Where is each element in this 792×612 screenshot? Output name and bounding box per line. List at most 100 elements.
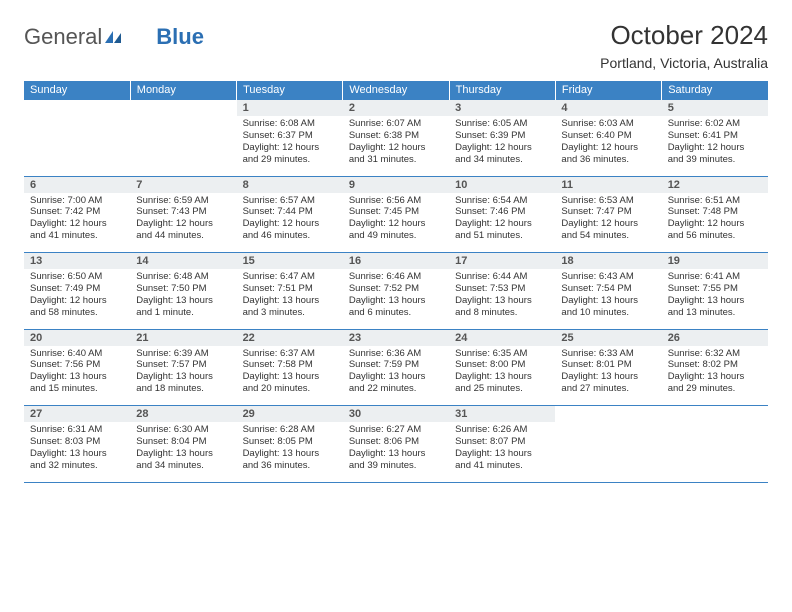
calendar-week-content: Sunrise: 7:00 AMSunset: 7:42 PMDaylight:… (24, 193, 768, 253)
daylight-text: Daylight: 13 hours (349, 295, 443, 307)
sunset-text: Sunset: 8:03 PM (30, 436, 124, 448)
daylight-text: and 1 minute. (136, 307, 230, 319)
sunset-text: Sunset: 7:57 PM (136, 359, 230, 371)
daylight-text: Daylight: 12 hours (30, 218, 124, 230)
day-content: Sunrise: 6:41 AMSunset: 7:55 PMDaylight:… (662, 269, 768, 329)
daylight-text: Daylight: 12 hours (455, 218, 549, 230)
day-number (130, 100, 236, 117)
day-number: 29 (237, 406, 343, 423)
sunset-text: Sunset: 7:46 PM (455, 206, 549, 218)
day-content: Sunrise: 6:36 AMSunset: 7:59 PMDaylight:… (343, 346, 449, 406)
day-content (662, 422, 768, 482)
daylight-text: Daylight: 13 hours (455, 295, 549, 307)
sunrise-text: Sunrise: 6:44 AM (455, 271, 549, 283)
daylight-text: and 6 minutes. (349, 307, 443, 319)
daylight-text: and 56 minutes. (668, 230, 762, 242)
daylight-text: Daylight: 13 hours (349, 371, 443, 383)
day-content (555, 422, 661, 482)
sunrise-text: Sunrise: 6:27 AM (349, 424, 443, 436)
daylight-text: and 36 minutes. (561, 154, 655, 166)
daylight-text: and 34 minutes. (455, 154, 549, 166)
logo-text-gray: General (24, 24, 102, 50)
sunset-text: Sunset: 7:56 PM (30, 359, 124, 371)
sunrise-text: Sunrise: 6:40 AM (30, 348, 124, 360)
day-content: Sunrise: 6:54 AMSunset: 7:46 PMDaylight:… (449, 193, 555, 253)
day-header: Sunday (24, 81, 130, 100)
sunrise-text: Sunrise: 6:39 AM (136, 348, 230, 360)
sunrise-text: Sunrise: 6:03 AM (561, 118, 655, 130)
daylight-text: and 10 minutes. (561, 307, 655, 319)
daylight-text: and 49 minutes. (349, 230, 443, 242)
daylight-text: and 31 minutes. (349, 154, 443, 166)
day-content: Sunrise: 6:31 AMSunset: 8:03 PMDaylight:… (24, 422, 130, 482)
sunrise-text: Sunrise: 6:32 AM (668, 348, 762, 360)
day-number: 24 (449, 329, 555, 346)
daylight-text: and 58 minutes. (30, 307, 124, 319)
day-content: Sunrise: 6:02 AMSunset: 6:41 PMDaylight:… (662, 116, 768, 176)
daylight-text: and 41 minutes. (30, 230, 124, 242)
sunrise-text: Sunrise: 6:26 AM (455, 424, 549, 436)
sunrise-text: Sunrise: 6:59 AM (136, 195, 230, 207)
daylight-text: Daylight: 12 hours (668, 142, 762, 154)
day-number: 8 (237, 176, 343, 193)
daylight-text: Daylight: 13 hours (136, 295, 230, 307)
daylight-text: and 39 minutes. (349, 460, 443, 472)
sunrise-text: Sunrise: 6:47 AM (243, 271, 337, 283)
daylight-text: and 54 minutes. (561, 230, 655, 242)
day-number: 3 (449, 100, 555, 117)
sunrise-text: Sunrise: 6:35 AM (455, 348, 549, 360)
day-content: Sunrise: 6:28 AMSunset: 8:05 PMDaylight:… (237, 422, 343, 482)
daylight-text: Daylight: 13 hours (561, 371, 655, 383)
day-number: 9 (343, 176, 449, 193)
title-block: October 2024 Portland, Victoria, Austral… (600, 20, 768, 71)
sunset-text: Sunset: 8:01 PM (561, 359, 655, 371)
sunrise-text: Sunrise: 6:33 AM (561, 348, 655, 360)
sunset-text: Sunset: 6:40 PM (561, 130, 655, 142)
daylight-text: Daylight: 13 hours (136, 448, 230, 460)
day-content: Sunrise: 6:59 AMSunset: 7:43 PMDaylight:… (130, 193, 236, 253)
day-number: 28 (130, 406, 236, 423)
day-content: Sunrise: 6:57 AMSunset: 7:44 PMDaylight:… (237, 193, 343, 253)
sunrise-text: Sunrise: 6:31 AM (30, 424, 124, 436)
sunset-text: Sunset: 7:42 PM (30, 206, 124, 218)
day-number: 17 (449, 253, 555, 270)
daylight-text: and 8 minutes. (455, 307, 549, 319)
day-number: 1 (237, 100, 343, 117)
daylight-text: and 39 minutes. (668, 154, 762, 166)
sunrise-text: Sunrise: 6:56 AM (349, 195, 443, 207)
day-number: 26 (662, 329, 768, 346)
calendar-week-content: Sunrise: 6:08 AMSunset: 6:37 PMDaylight:… (24, 116, 768, 176)
page-title: October 2024 (600, 20, 768, 51)
daylight-text: and 41 minutes. (455, 460, 549, 472)
calendar-week-numbers: 13141516171819 (24, 253, 768, 270)
sunset-text: Sunset: 7:49 PM (30, 283, 124, 295)
daylight-text: Daylight: 12 hours (243, 142, 337, 154)
day-header: Wednesday (343, 81, 449, 100)
day-number: 21 (130, 329, 236, 346)
day-number: 11 (555, 176, 661, 193)
daylight-text: and 18 minutes. (136, 383, 230, 395)
day-content: Sunrise: 6:32 AMSunset: 8:02 PMDaylight:… (662, 346, 768, 406)
day-content: Sunrise: 6:35 AMSunset: 8:00 PMDaylight:… (449, 346, 555, 406)
daylight-text: and 15 minutes. (30, 383, 124, 395)
sunset-text: Sunset: 8:06 PM (349, 436, 443, 448)
daylight-text: and 51 minutes. (455, 230, 549, 242)
day-number (24, 100, 130, 117)
day-content: Sunrise: 6:56 AMSunset: 7:45 PMDaylight:… (343, 193, 449, 253)
daylight-text: Daylight: 12 hours (349, 218, 443, 230)
daylight-text: and 34 minutes. (136, 460, 230, 472)
day-number: 10 (449, 176, 555, 193)
day-content: Sunrise: 6:26 AMSunset: 8:07 PMDaylight:… (449, 422, 555, 482)
day-content: Sunrise: 6:05 AMSunset: 6:39 PMDaylight:… (449, 116, 555, 176)
sunrise-text: Sunrise: 7:00 AM (30, 195, 124, 207)
daylight-text: Daylight: 13 hours (30, 371, 124, 383)
daylight-text: and 46 minutes. (243, 230, 337, 242)
day-number: 16 (343, 253, 449, 270)
daylight-text: and 3 minutes. (243, 307, 337, 319)
sunrise-text: Sunrise: 6:53 AM (561, 195, 655, 207)
day-number: 20 (24, 329, 130, 346)
day-content: Sunrise: 7:00 AMSunset: 7:42 PMDaylight:… (24, 193, 130, 253)
sunrise-text: Sunrise: 6:07 AM (349, 118, 443, 130)
day-number: 25 (555, 329, 661, 346)
day-number (555, 406, 661, 423)
